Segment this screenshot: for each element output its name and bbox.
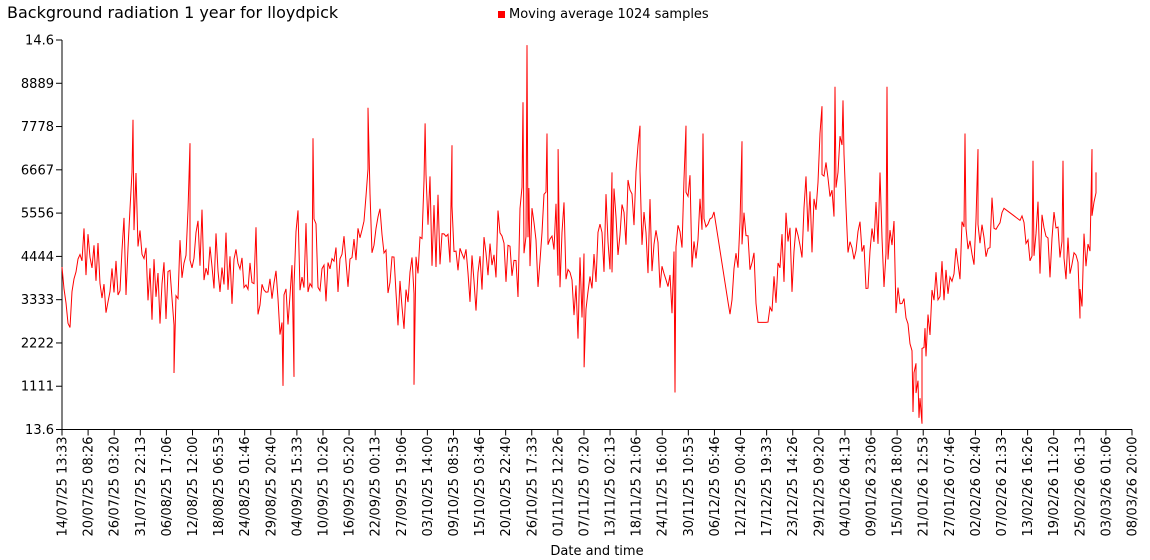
x-tick-label: 20/10/25 22:40 bbox=[499, 437, 514, 537]
x-tick-label: 18/11/25 21:06 bbox=[630, 437, 645, 537]
x-tick-label: 02/02/26 02:40 bbox=[969, 436, 984, 536]
x-tick-label: 01/11/25 12:26 bbox=[551, 437, 566, 537]
x-tick-label: 13/11/25 02:13 bbox=[604, 437, 619, 537]
x-tick-label: 25/02/26 06:13 bbox=[1073, 437, 1088, 537]
x-tick-label: 06/12/25 05:46 bbox=[708, 437, 723, 537]
x-tick-label: 29/12/25 09:20 bbox=[812, 437, 827, 537]
legend-series-label: Moving average 1024 samples bbox=[509, 7, 709, 22]
y-tick-label: 4444 bbox=[21, 250, 54, 265]
x-tick-label: 13/02/26 16:26 bbox=[1021, 437, 1036, 537]
x-tick-label: 31/07/25 22:13 bbox=[134, 437, 149, 537]
y-tick-label: 1111 bbox=[21, 380, 54, 395]
x-tick-label: 12/08/25 12:00 bbox=[186, 437, 201, 537]
x-tick-label: 04/09/25 15:33 bbox=[290, 437, 305, 537]
x-tick-label: 22/09/25 00:13 bbox=[369, 437, 384, 537]
x-tick-label: 08/03/26 20:00 bbox=[1126, 437, 1141, 537]
x-tick-label: 03/03/26 01:06 bbox=[1099, 437, 1114, 537]
x-tick-label: 12/12/25 00:40 bbox=[734, 437, 749, 537]
y-tick-label: 7778 bbox=[21, 120, 54, 135]
y-tick-label: 8889 bbox=[21, 77, 54, 92]
x-tick-label: 20/07/25 08:26 bbox=[82, 437, 97, 537]
x-tick-label: 27/09/25 19:06 bbox=[395, 437, 410, 537]
x-tick-label: 07/11/25 07:20 bbox=[577, 437, 592, 537]
x-tick-label: 03/10/25 14:00 bbox=[421, 437, 436, 537]
x-tick-label: 29/08/25 20:40 bbox=[264, 437, 279, 537]
x-tick-label: 26/10/25 17:33 bbox=[525, 437, 540, 537]
x-tick-label: 30/11/25 10:53 bbox=[682, 437, 697, 537]
x-tick-label: 18/08/25 06:53 bbox=[212, 437, 227, 537]
x-tick-label: 23/12/25 14:26 bbox=[786, 437, 801, 537]
x-tick-label: 17/12/25 19:33 bbox=[760, 437, 775, 537]
legend-series-swatch-icon bbox=[498, 11, 505, 18]
x-tick-label: 24/08/25 01:46 bbox=[238, 437, 253, 537]
x-tick-label: 26/07/25 03:20 bbox=[108, 437, 123, 537]
x-tick-label: 16/09/25 05:20 bbox=[343, 437, 358, 537]
y-tick-label: 14.6 bbox=[25, 34, 54, 49]
y-tick-label: 13.6 bbox=[25, 423, 54, 438]
chart-title: Background radiation 1 year for lloydpic… bbox=[7, 3, 339, 22]
y-tick-label: 5556 bbox=[21, 207, 54, 222]
x-axis-title: Date and time bbox=[550, 544, 644, 559]
x-tick-label: 24/11/25 16:00 bbox=[656, 437, 671, 537]
x-tick-label: 14/07/25 13:33 bbox=[56, 437, 71, 537]
x-tick-label: 04/01/26 04:13 bbox=[838, 437, 853, 537]
y-tick-label: 2222 bbox=[21, 336, 54, 351]
x-tick-label: 19/02/26 11:20 bbox=[1047, 437, 1062, 537]
x-tick-label: 21/01/26 12:53 bbox=[917, 437, 932, 537]
series-line-moving-average bbox=[61, 45, 1097, 424]
x-tick-label: 07/02/26 21:33 bbox=[995, 437, 1010, 537]
y-tick-label: 3333 bbox=[21, 293, 54, 308]
x-tick-label: 10/09/25 10:26 bbox=[316, 437, 331, 537]
x-tick-label: 06/08/25 17:06 bbox=[160, 437, 175, 537]
x-tick-label: 15/01/26 18:00 bbox=[891, 437, 906, 537]
legend: Moving average 1024 samples bbox=[498, 7, 709, 22]
x-tick-label: 15/10/25 03:46 bbox=[473, 437, 488, 537]
x-tick-label: 27/01/26 07:46 bbox=[943, 437, 958, 537]
x-tick-label: 09/01/26 23:06 bbox=[865, 437, 880, 537]
x-tick-label: 09/10/25 08:53 bbox=[447, 436, 462, 536]
y-tick-label: 6667 bbox=[21, 163, 54, 178]
